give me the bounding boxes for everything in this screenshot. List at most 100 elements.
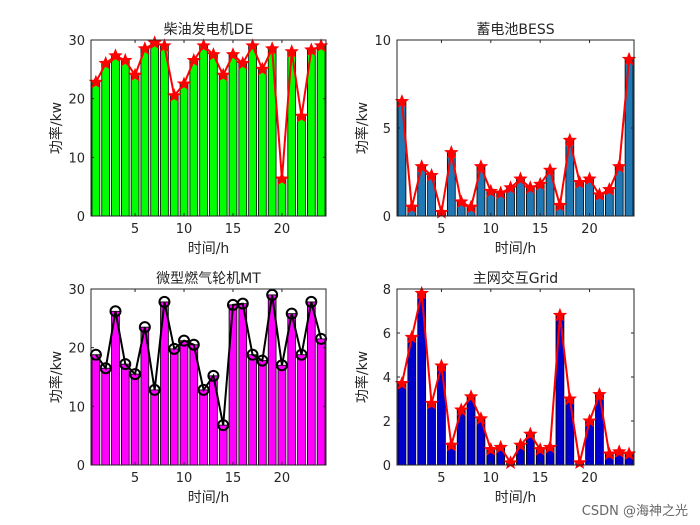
bar (120, 363, 130, 466)
bar (397, 101, 407, 217)
data-point (572, 455, 587, 469)
data-point (444, 145, 459, 159)
bar (277, 178, 287, 217)
y-tick-label: 0 (383, 210, 391, 225)
bar (466, 396, 476, 466)
data-point (147, 35, 162, 50)
x-tick-label: 5 (437, 471, 445, 486)
data-point (284, 44, 299, 58)
data-point (196, 38, 211, 53)
bar (160, 45, 169, 217)
data-point (109, 305, 122, 318)
axes-box (90, 288, 327, 466)
bar (316, 45, 326, 217)
data-point (275, 359, 288, 372)
bar (209, 54, 218, 217)
bar (101, 63, 110, 217)
data-point (274, 171, 290, 186)
x-tick-label: 15 (532, 471, 549, 486)
bar (407, 336, 417, 466)
data-point (532, 441, 548, 456)
bar (258, 68, 267, 217)
x-tick-label: 10 (176, 471, 193, 486)
bar (277, 364, 287, 466)
chart-title: 蓄电池BESS (476, 22, 554, 38)
data-point (118, 52, 133, 67)
axes-box (90, 39, 327, 217)
x-axis-label: 时间/h (188, 490, 230, 506)
data-point (246, 348, 259, 361)
data-point (99, 362, 112, 375)
data-point (473, 159, 489, 173)
data-point (444, 437, 459, 452)
bar (585, 420, 594, 466)
bar (111, 55, 120, 217)
bar (120, 60, 130, 217)
data-point (235, 55, 251, 70)
data-point (414, 285, 429, 300)
x-tick-label: 15 (532, 222, 549, 237)
data-point (178, 334, 191, 347)
x-tick-label: 5 (437, 222, 445, 237)
data-point (503, 455, 518, 469)
data-point (592, 386, 607, 401)
data-point (217, 419, 230, 432)
data-point (463, 389, 479, 403)
data-point (215, 67, 231, 82)
x-axis-label: 时间/h (188, 241, 230, 257)
data-point (186, 52, 202, 67)
bar (238, 303, 248, 466)
bar (179, 83, 189, 217)
data-point (611, 159, 627, 173)
data-point (148, 383, 161, 396)
y-tick-label: 10 (68, 151, 85, 166)
data-point (158, 295, 171, 308)
data-point (483, 183, 499, 198)
data-point (602, 181, 617, 196)
data-point (305, 295, 318, 308)
y-tick-label: 30 (68, 283, 85, 298)
data-point (266, 288, 279, 301)
data-point (424, 167, 439, 182)
series-line (400, 293, 630, 465)
y-tick-label: 10 (68, 400, 85, 415)
x-tick-label: 5 (131, 222, 139, 237)
data-point (138, 321, 151, 334)
bar (140, 48, 150, 217)
data-point (236, 297, 249, 310)
x-tick-label: 10 (176, 222, 193, 237)
x-tick-label: 20 (581, 222, 598, 237)
bar (258, 360, 267, 466)
bar (179, 340, 189, 466)
y-tick-label: 5 (383, 122, 391, 137)
x-tick-label: 5 (131, 471, 139, 486)
x-tick-label: 20 (581, 471, 598, 486)
bar (565, 398, 575, 466)
bar (101, 367, 110, 466)
y-axis-label: 功率/kw (354, 102, 371, 154)
bar (91, 81, 101, 217)
data-point (562, 391, 578, 406)
data-point (119, 358, 132, 371)
data-point (207, 369, 220, 382)
x-axis-label: 时间/h (495, 241, 537, 257)
x-tick-label: 10 (483, 222, 500, 237)
bar (169, 348, 179, 466)
x-tick-label: 15 (225, 471, 242, 486)
data-point (187, 338, 200, 351)
bar (189, 344, 199, 466)
data-point (503, 180, 518, 194)
data-point (493, 185, 508, 200)
data-point (582, 171, 597, 186)
y-axis-label: 功率/kw (354, 351, 371, 403)
data-point (424, 395, 439, 410)
data-point (197, 383, 210, 396)
bar (516, 178, 525, 217)
bar (169, 95, 179, 217)
bar (297, 115, 306, 217)
data-point (137, 41, 153, 55)
data-point (404, 329, 420, 344)
bar (316, 338, 326, 466)
bar (427, 175, 436, 217)
x-tick-label: 15 (225, 222, 242, 237)
